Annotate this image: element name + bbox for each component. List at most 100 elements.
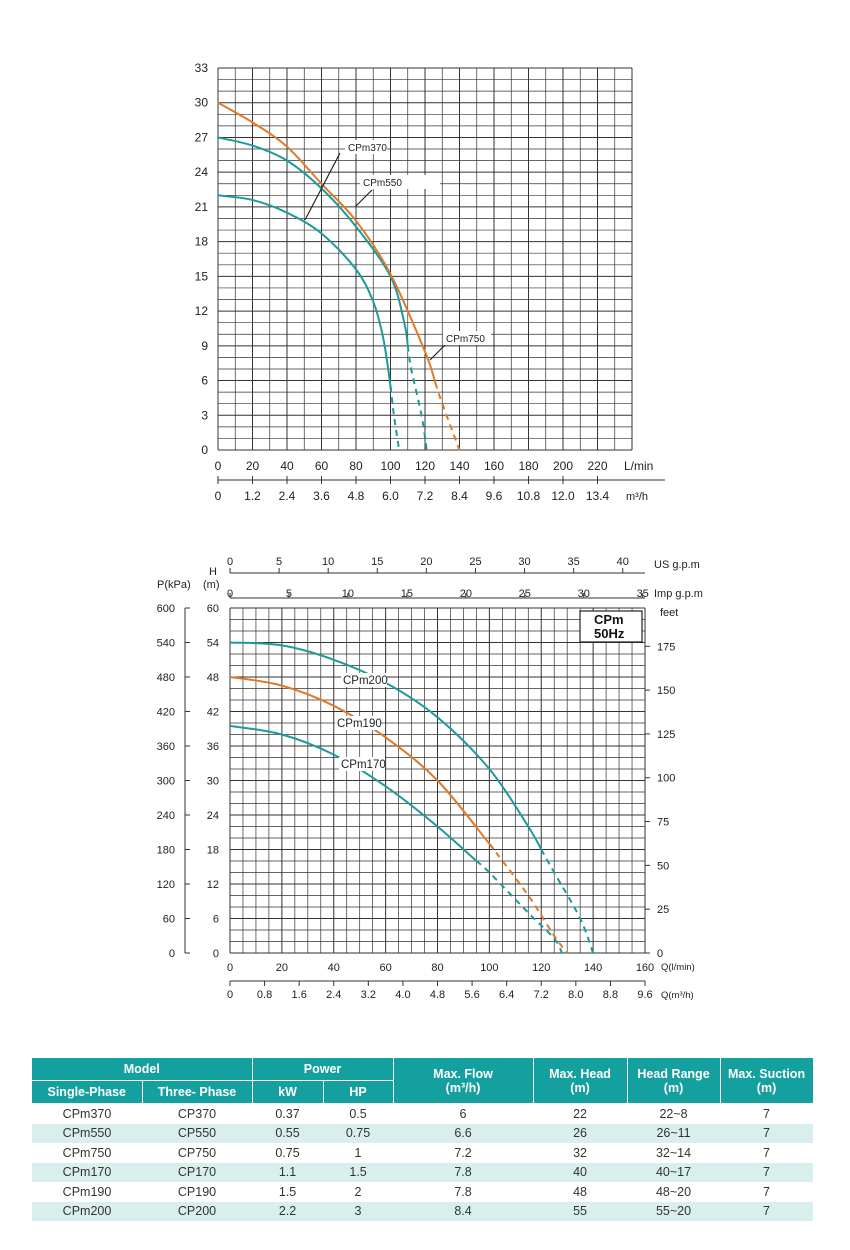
us-gpm-tick-label: 0 <box>227 556 233 568</box>
h-tick-label: 42 <box>207 707 219 719</box>
x2-tick-label: 0.8 <box>257 989 272 1001</box>
header-three-phase: Three- Phase <box>142 1080 253 1104</box>
curve-label: CPm170 <box>341 759 386 771</box>
chart-title-model: CPm <box>594 612 624 627</box>
curve-cpm750-dashed <box>434 382 461 451</box>
curve-label: CPm190 <box>337 718 382 730</box>
kpa-tick-label: 300 <box>157 776 175 788</box>
table-cell: 26 <box>533 1123 628 1143</box>
x-tick-label: 160 <box>484 459 504 473</box>
h-tick-label: 18 <box>207 845 219 857</box>
x2-tick-label: 4.0 <box>395 989 410 1001</box>
kpa-axis-title: P(kPa) <box>157 579 191 591</box>
x2-tick-label: 8.0 <box>568 989 583 1001</box>
kpa-tick-label: 360 <box>157 741 175 753</box>
x-tick-label: 60 <box>380 962 392 974</box>
feet-tick-label: 0 <box>657 948 663 960</box>
feet-tick-label: 25 <box>657 904 669 916</box>
h-tick-label: 12 <box>207 879 219 891</box>
table-cell: 8.4 <box>393 1201 534 1221</box>
table-cell: CP550 <box>142 1123 253 1143</box>
table-cell: 7 <box>763 1106 770 1121</box>
grid <box>217 67 633 451</box>
table-cell: CP200 <box>142 1201 253 1221</box>
curve-cpm550-dashed <box>406 345 428 451</box>
table-row: CPm750 CP750 0.75 1 7.2 32 32~14 7 <box>32 1143 813 1163</box>
x2-tick-label: 6.4 <box>499 989 514 1001</box>
spec-table: Model Power Max. Flow (m³/h) Max. Head (m)… <box>32 1058 814 1221</box>
table-cell: CP170 <box>142 1162 253 1182</box>
us-gpm-tick-label: 5 <box>276 556 282 568</box>
x-tick-label: 40 <box>280 459 294 473</box>
chart-title-freq: 50Hz <box>594 626 625 641</box>
table-cell: CPm370 <box>62 1106 112 1121</box>
x2-tick-label: 10.8 <box>517 489 541 503</box>
kpa-tick-label: 420 <box>157 707 175 719</box>
y-tick-label: 21 <box>195 200 209 214</box>
y-tick-label: 9 <box>201 339 208 353</box>
feet-tick-label: 175 <box>657 641 675 653</box>
x-tick-label: 220 <box>587 459 607 473</box>
grid <box>229 607 646 954</box>
x2-tick-label: 3.6 <box>313 489 330 503</box>
curve-label: CPm550 <box>363 178 402 189</box>
us-gpm-tick-label: 40 <box>617 556 629 568</box>
curve-label: CPm200 <box>343 675 388 687</box>
x2-tick-label: 7.2 <box>417 489 434 503</box>
table-row: CPm370 CP370 0.37 0.5 6 22 22~8 7 <box>32 1104 813 1124</box>
table-cell: 48 <box>573 1184 587 1199</box>
table-row: CPm200 CP200 2.2 3 8.4 55 55~20 7 <box>32 1201 814 1221</box>
kpa-tick-label: 0 <box>169 948 175 960</box>
table-cell: 7.2 <box>454 1145 472 1160</box>
x2-tick-label: 9.6 <box>637 989 652 1001</box>
table-cell: 40~17 <box>627 1162 721 1182</box>
table-cell: 0.5 <box>349 1106 367 1121</box>
us-gpm-tick-label: 25 <box>469 556 481 568</box>
imp-gpm-tick-label: 5 <box>286 588 292 600</box>
x2-tick-label: 8.8 <box>603 989 618 1001</box>
imp-gpm-tick-label: 15 <box>401 588 413 600</box>
curve-cpm370-solid <box>217 194 392 391</box>
table-cell: 7 <box>720 1123 814 1143</box>
table-cell: CPm170 <box>32 1162 142 1182</box>
x2-tick-label: 1.2 <box>244 489 261 503</box>
header-max-suction: Max. Suction (m) <box>720 1058 814 1104</box>
us-gpm-tick-label: 35 <box>568 556 580 568</box>
table-cell: 32 <box>573 1145 587 1160</box>
curve-label: CPm750 <box>446 334 485 345</box>
header-max-flow: Max. Flow (m³/h) <box>393 1058 534 1104</box>
table-cell: CP750 <box>177 1145 217 1160</box>
feet-tick-label: 100 <box>657 773 675 785</box>
x2-tick-label: 4.8 <box>430 989 445 1001</box>
x-tick-label: 140 <box>584 962 602 974</box>
table-cell: CPm750 <box>62 1145 112 1160</box>
curve-cpm190-solid <box>229 676 495 850</box>
h-tick-label: 6 <box>213 914 219 926</box>
curve-cpm750-solid <box>217 101 437 384</box>
x2-tick-label: 4.8 <box>348 489 365 503</box>
feet-tick-label: 125 <box>657 729 675 741</box>
x2-axis-title: m³/h <box>626 491 648 503</box>
table-cell: 7 <box>763 1184 770 1199</box>
imp-gpm-tick-label: 25 <box>519 588 531 600</box>
table-cell: 40 <box>533 1162 628 1182</box>
table-cell: 7 <box>763 1145 770 1160</box>
h-tick-label: 30 <box>207 776 219 788</box>
x2-tick-label: 0 <box>215 489 222 503</box>
table-cell: 7.8 <box>393 1162 534 1182</box>
table-row: CPm190 CP190 1.5 2 7.8 48 48~20 7 <box>32 1182 813 1202</box>
curve-cpm170-solid <box>229 724 478 862</box>
us-gpm-tick-label: 15 <box>371 556 383 568</box>
performance-chart-cpm370-750: 0 3 6 9 12 15 18 21 24 27 30 33 0 20 40 60 80 100 120 140 16… <box>195 61 665 503</box>
h-tick-label: 48 <box>207 672 219 684</box>
x-tick-label: 160 <box>636 962 654 974</box>
imp-gpm-axis-title: Imp g.p.m <box>654 588 703 600</box>
x2-tick-label: 5.6 <box>464 989 479 1001</box>
curve-cpm370-dashed <box>389 386 401 451</box>
x2-tick-label: 6.0 <box>382 489 399 503</box>
table-cell: 1.5 <box>278 1184 297 1199</box>
x2-tick-label: 2.4 <box>326 989 341 1001</box>
x-axis-title: Q(l/min) <box>661 962 695 973</box>
table-cell: 0.55 <box>252 1123 324 1143</box>
